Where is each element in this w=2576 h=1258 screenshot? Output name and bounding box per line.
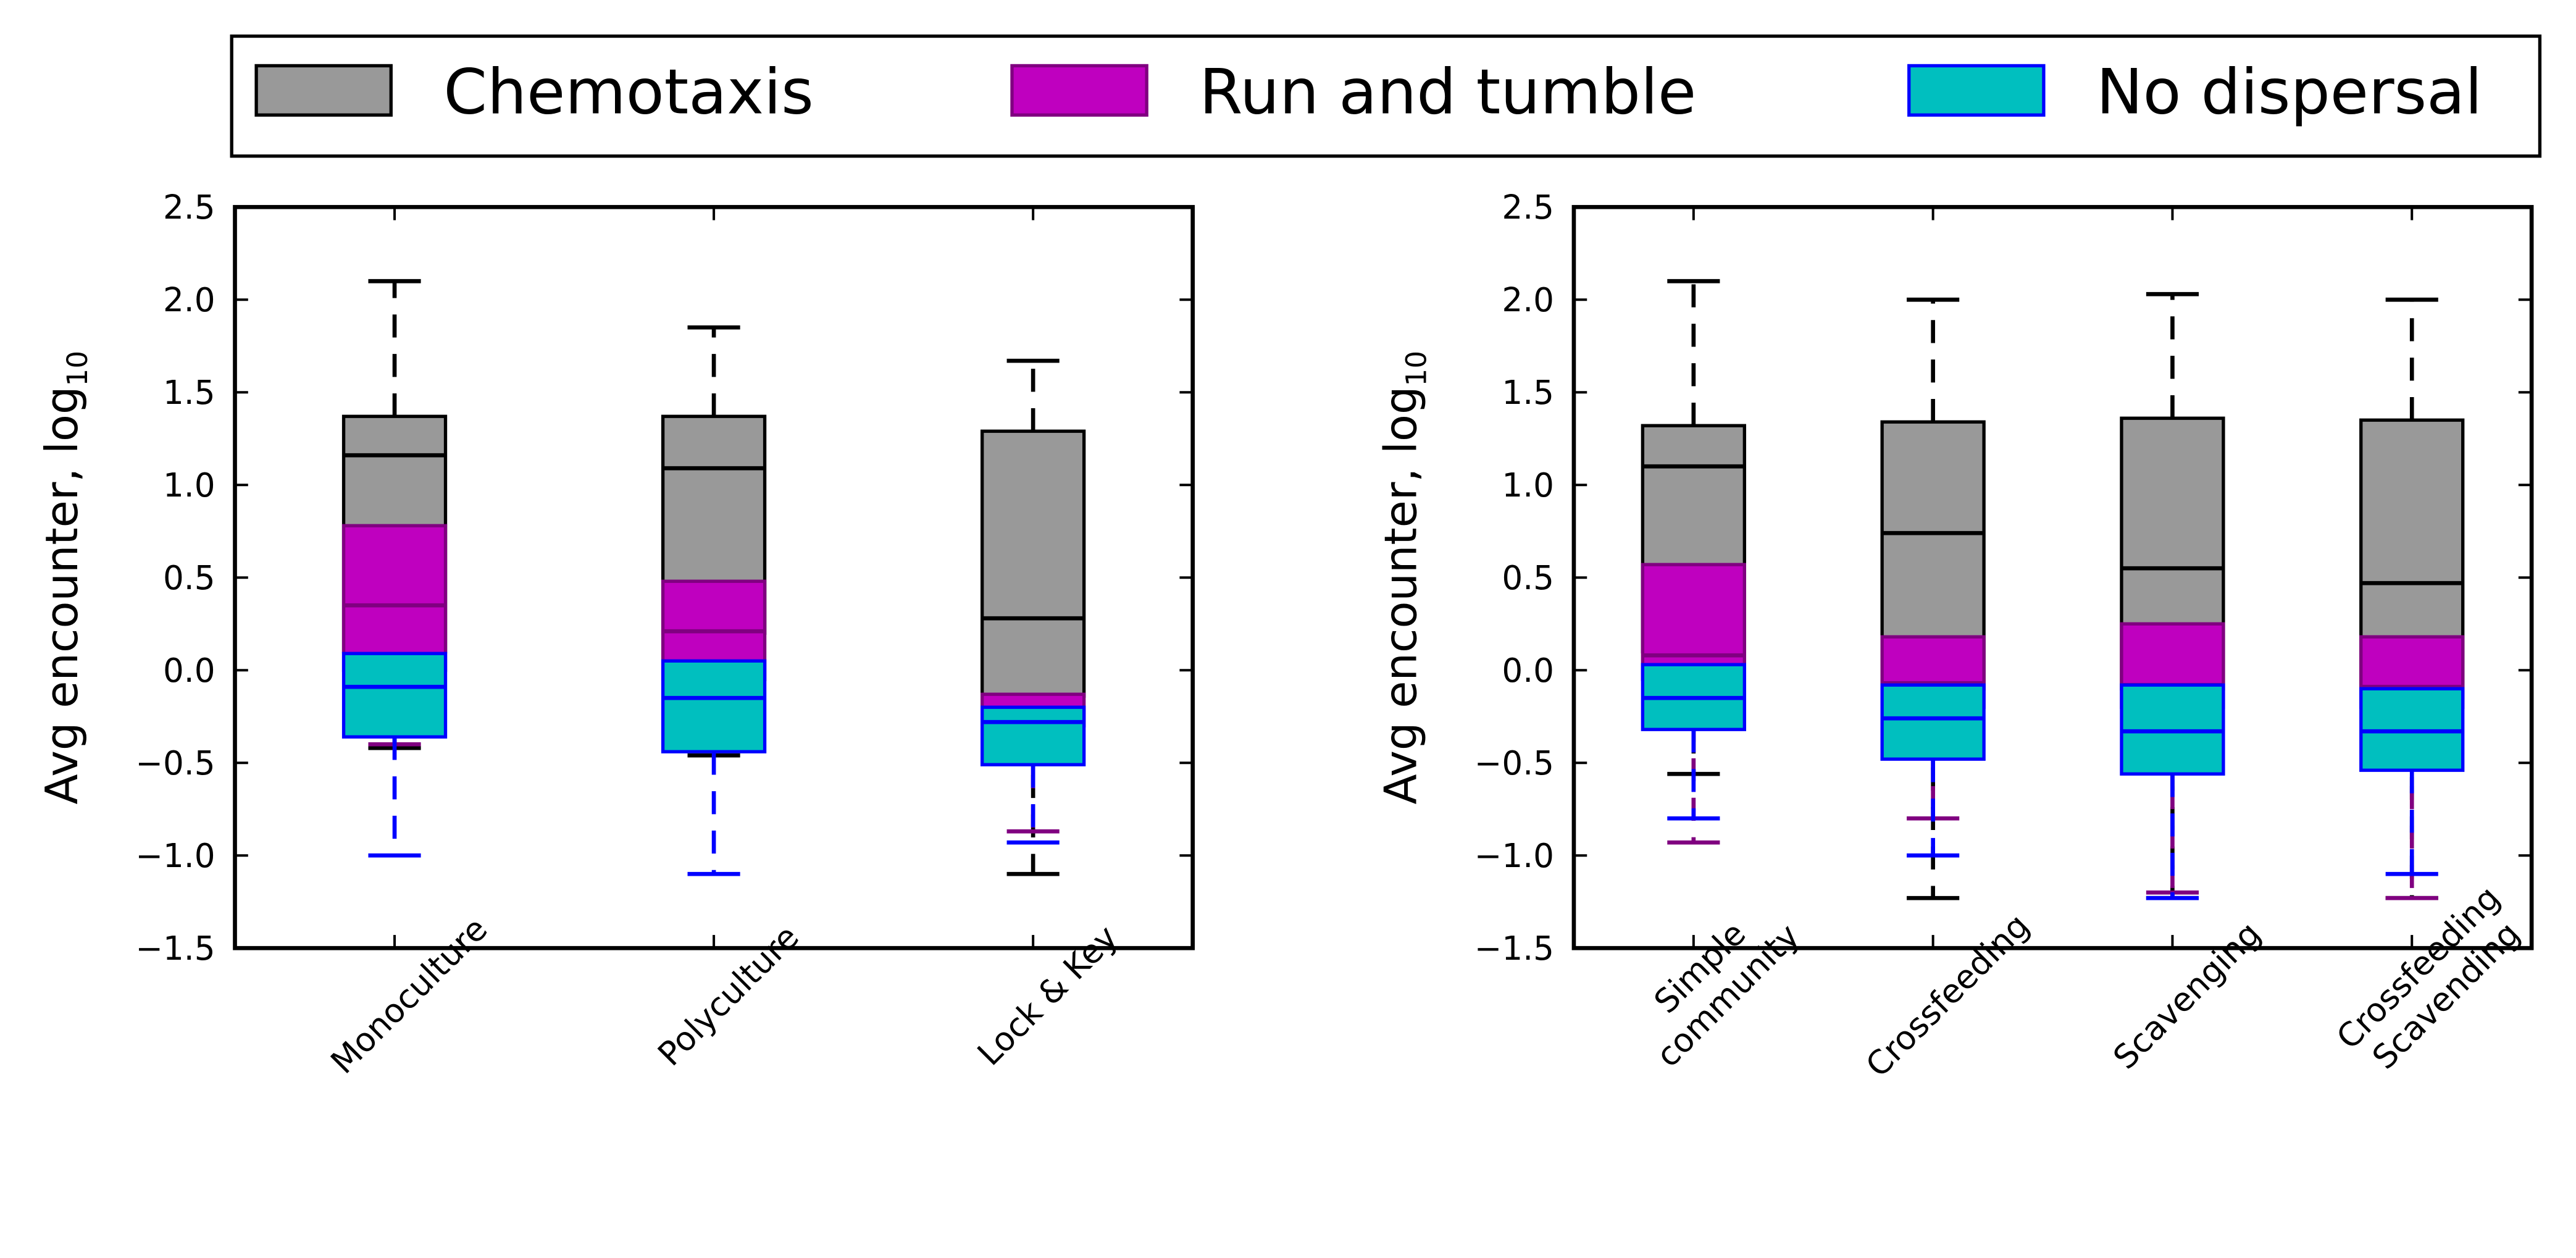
y-tick-label: −1.5 [135,929,215,968]
y-tick-label: −0.5 [135,744,215,782]
box [661,659,767,753]
plot-frame [1571,204,2534,950]
y-axis-label-subscript: 10 [1400,351,1432,387]
y-axis-label-text: Avg encounter, log [36,386,88,804]
y-tick-label: 2.5 [1502,188,1554,227]
y-tick-label: 0.0 [163,652,215,690]
y-tick-label: −1.0 [1474,837,1554,875]
y-tick-label: 0.5 [1502,559,1554,597]
box [1880,683,1986,761]
y-axis-label: Avg encounter, log10 [36,351,94,805]
legend-box [230,34,2542,158]
y-tick-label: 2.0 [163,281,215,319]
legend-label: Run and tumble [1199,56,1696,128]
plot-frame [233,204,1195,950]
y-tick-label: −1.5 [1474,929,1554,968]
y-tick-label: 1.0 [1502,466,1554,505]
box [981,705,1086,766]
y-tick-label: 1.5 [1502,374,1554,412]
legend-swatch [1010,64,1148,117]
y-tick-label: −0.5 [1474,744,1554,782]
legend-label: Chemotaxis [443,56,813,128]
y-tick-label: 0.5 [163,559,215,597]
y-tick-label: 0.0 [1502,652,1554,690]
y-tick-label: 1.0 [163,466,215,505]
y-tick-label: −1.0 [135,837,215,875]
box [341,652,448,739]
y-tick-label: 1.5 [163,374,215,412]
y-tick-label: 2.5 [163,188,215,227]
y-axis-label: Avg encounter, log10 [1375,351,1433,805]
legend-label: No dispersal [2096,56,2482,128]
box [981,429,1086,698]
box [341,524,448,672]
legend-swatch [1907,64,2046,117]
box [1641,563,1746,681]
y-axis-label-subscript: 10 [61,351,94,387]
legend-swatch [254,64,393,117]
y-tick-label: 2.0 [1502,281,1554,319]
y-axis-label-text: Avg encounter, log [1375,386,1427,804]
